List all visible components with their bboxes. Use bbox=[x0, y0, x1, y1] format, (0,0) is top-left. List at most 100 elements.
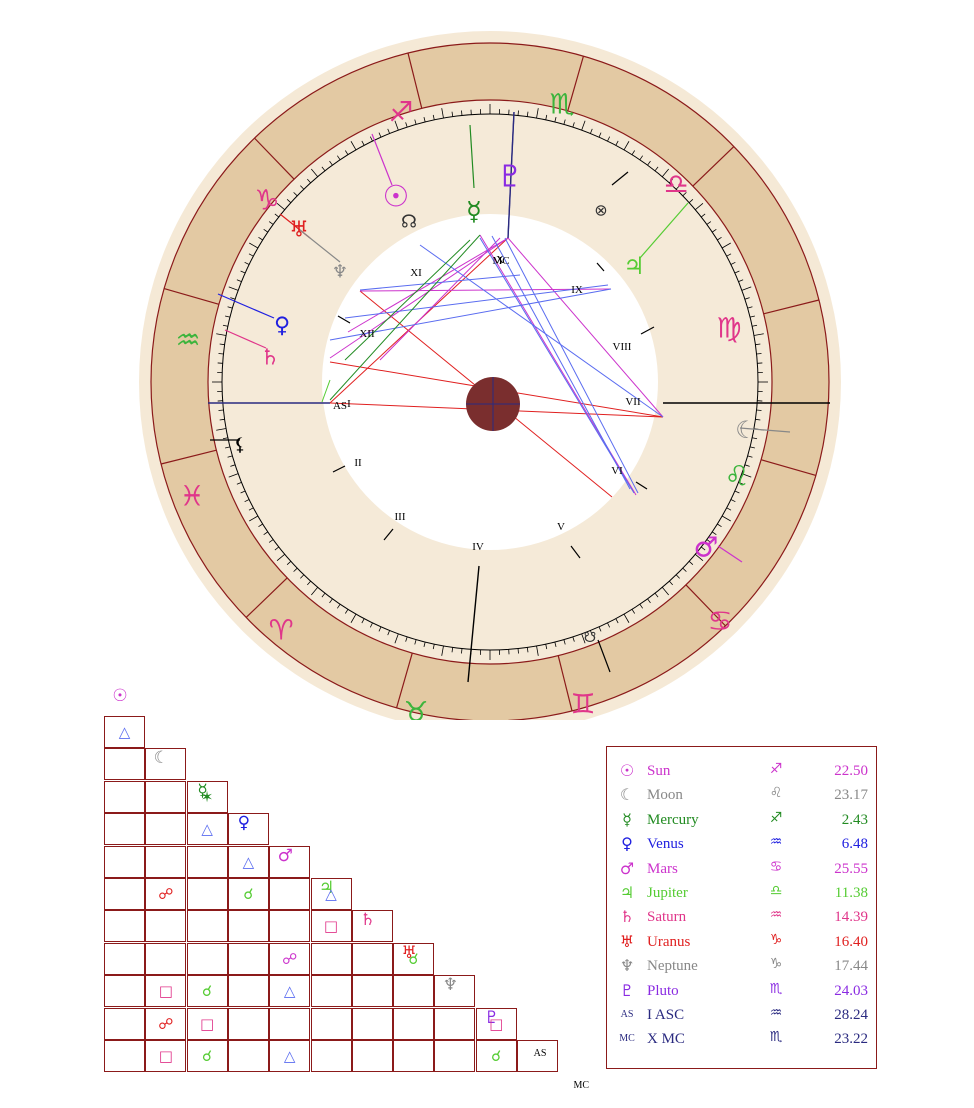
aspect-grid-head-11: MC bbox=[573, 1080, 590, 1092]
aspect-cell bbox=[269, 910, 311, 943]
degree-tick bbox=[631, 609, 636, 614]
degree-tick bbox=[607, 136, 611, 142]
degree-tick bbox=[753, 333, 764, 336]
aspect-line bbox=[344, 239, 471, 361]
degree-tick bbox=[721, 515, 731, 522]
virgo-icon: ♍ bbox=[716, 312, 741, 345]
degree-tick bbox=[682, 192, 687, 197]
planet-marker-line bbox=[224, 329, 267, 349]
degree-tick bbox=[661, 587, 670, 596]
planet-glyph-icon: ☾ bbox=[619, 785, 635, 805]
degree-tick bbox=[268, 539, 274, 543]
degree-tick bbox=[228, 473, 239, 478]
planet-glyph-icon: ♂ bbox=[619, 858, 635, 878]
degree-tick bbox=[222, 437, 228, 440]
planet-glyph-icon: ♅ bbox=[619, 931, 635, 951]
degree-tick bbox=[741, 286, 752, 291]
aspect-cell: ☌ bbox=[186, 1040, 228, 1072]
aspect-line bbox=[321, 379, 331, 403]
planet-name: Mercury bbox=[647, 811, 699, 828]
degree-tick bbox=[700, 546, 706, 551]
planet-row-x-mc: MC X MC ♏ 23.22 bbox=[607, 1029, 878, 1053]
degree-tick bbox=[387, 128, 390, 134]
degree-tick bbox=[300, 185, 305, 190]
planet-degree: 11.38 bbox=[834, 885, 868, 901]
degree-tick bbox=[240, 490, 246, 494]
degree-tick bbox=[545, 114, 548, 120]
sign-dividers bbox=[160, 52, 820, 712]
degree-tick bbox=[647, 598, 651, 604]
planet-name: Neptune bbox=[647, 958, 698, 975]
degree-tick bbox=[423, 117, 426, 123]
degree-tick bbox=[286, 199, 292, 203]
sign-glyph-icon: ♒ bbox=[769, 907, 783, 924]
aspect-cell bbox=[186, 878, 228, 910]
degree-tick bbox=[554, 641, 557, 647]
aspect-cell: ☌ bbox=[475, 1040, 517, 1072]
degree-tick bbox=[526, 647, 529, 653]
degree-tick bbox=[749, 315, 755, 318]
degree-tick bbox=[274, 213, 280, 218]
degree-tick bbox=[361, 140, 365, 146]
aspect-line bbox=[329, 288, 612, 341]
aspect-cell bbox=[104, 942, 145, 975]
aspect-cell bbox=[104, 845, 145, 878]
sign-divider bbox=[763, 299, 820, 315]
cancer-icon: ♋ bbox=[707, 605, 732, 638]
degree-tick bbox=[461, 648, 463, 654]
degree-tick bbox=[590, 630, 593, 636]
pisces-icon: ♓ bbox=[179, 480, 204, 513]
degree-tick bbox=[240, 270, 246, 274]
degree-tick bbox=[517, 648, 519, 654]
libra-icon: ♎ bbox=[663, 168, 688, 201]
aspect-cell bbox=[227, 975, 269, 1008]
aspect-cell bbox=[104, 1007, 145, 1040]
planet-name: Jupiter bbox=[647, 885, 688, 901]
degree-tick bbox=[249, 515, 259, 522]
degree-tick bbox=[756, 353, 762, 355]
degree-tick bbox=[726, 507, 732, 511]
capricorn-icon: ♑ bbox=[254, 184, 279, 217]
aspect-cell bbox=[310, 1040, 352, 1072]
house-number-12: XII bbox=[359, 328, 375, 340]
degree-tick bbox=[225, 446, 231, 449]
degree-tick bbox=[451, 647, 454, 653]
aspect-grid-head-6: ♄ bbox=[360, 910, 376, 931]
degree-tick bbox=[432, 644, 435, 650]
aspect-grid-head-10: AS bbox=[533, 1048, 547, 1059]
degree-tick bbox=[755, 343, 761, 346]
degree-tick bbox=[756, 409, 762, 411]
pluto-icon: ♇ bbox=[497, 160, 524, 195]
degree-tick bbox=[545, 644, 548, 650]
degree-tick bbox=[344, 150, 349, 155]
degree-tick bbox=[219, 343, 225, 346]
aspect-cell bbox=[351, 975, 393, 1008]
planet-row-uranus: ♅ Uranus ♑ 16.40 bbox=[607, 932, 878, 956]
aspect-line bbox=[504, 237, 639, 494]
degree-tick bbox=[218, 353, 224, 355]
aspect-cell bbox=[145, 813, 187, 846]
degree-tick bbox=[344, 609, 349, 614]
planet-marker-line bbox=[739, 427, 791, 433]
aspect-cell bbox=[351, 1007, 393, 1040]
degree-tick bbox=[441, 108, 444, 119]
sign-glyph-icon: ♌ bbox=[769, 785, 783, 802]
aspect-cell bbox=[351, 942, 393, 975]
planet-name: Venus bbox=[647, 836, 684, 853]
aspect-cell bbox=[434, 1007, 476, 1040]
aspect-cell bbox=[269, 845, 311, 878]
degree-tick bbox=[639, 603, 643, 609]
planet-degree: 14.39 bbox=[834, 909, 868, 926]
aspect-line bbox=[359, 274, 521, 291]
planet-glyph-icon: ♀ bbox=[621, 834, 633, 854]
planet-glyph-icon: ♇ bbox=[619, 980, 635, 1000]
degree-tick bbox=[310, 587, 319, 596]
degree-tick bbox=[755, 418, 761, 421]
degree-tick bbox=[461, 110, 463, 116]
degree-tick bbox=[607, 622, 611, 628]
degree-tick bbox=[293, 567, 298, 572]
aspect-grid-head-5: ♃ bbox=[318, 878, 335, 898]
degree-tick bbox=[669, 580, 673, 586]
degree-tick bbox=[276, 553, 285, 562]
planet-marker-line bbox=[597, 639, 611, 673]
